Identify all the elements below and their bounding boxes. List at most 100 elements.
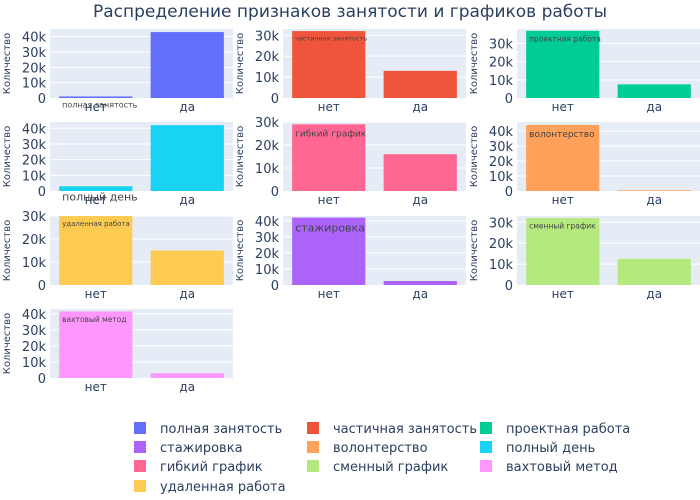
bar-yes[interactable] (617, 84, 691, 98)
bar-no[interactable] (292, 31, 366, 98)
bar-no[interactable] (59, 186, 133, 191)
y-tick-label: 0 (505, 92, 513, 107)
y-tick-label: 30k (22, 210, 47, 225)
legend-item[interactable]: проектная работа (480, 422, 630, 437)
y-tick-label: 0 (271, 185, 279, 200)
bar-yes[interactable] (383, 70, 457, 98)
y-tick-label: 10k (489, 74, 514, 89)
y-tick-label: 30k (22, 324, 47, 339)
legend-item[interactable]: волонтерство (307, 441, 428, 456)
bar-series-label: волонтерство (529, 130, 595, 140)
subplot-7: 0 10k 20k 30k нет да удаленная работа Количеств… (2, 210, 233, 301)
x-tick-label: да (179, 380, 195, 394)
x-tick-label: да (179, 287, 195, 301)
bar-yes[interactable] (150, 373, 224, 378)
legend-swatch (134, 422, 146, 434)
y-tick-label: 0 (271, 279, 279, 294)
y-tick-label: 40k (255, 215, 280, 230)
x-tick-label: да (412, 193, 428, 207)
y-tick-label: 0 (505, 185, 513, 200)
bar-yes[interactable] (617, 258, 691, 285)
bar-yes[interactable] (383, 280, 457, 285)
bar-no[interactable] (526, 125, 600, 191)
x-tick-label: нет (552, 287, 574, 301)
bar-no[interactable] (292, 217, 366, 285)
legend-label: стажировка (160, 441, 243, 456)
y-tick-label: 10k (22, 77, 47, 92)
legend-item[interactable]: полный день (480, 441, 595, 456)
y-tick-label: 20k (22, 154, 47, 169)
y-tick-label: 0 (505, 279, 513, 294)
legend-item[interactable]: полная занятость (134, 422, 282, 437)
bar-series-label: полная занятость (62, 100, 138, 109)
legend[interactable]: полная занятость частичная занятость проек… (134, 422, 630, 495)
x-tick-label: нет (85, 193, 107, 207)
subplot-3: 0 10k 20k 30k нет да проектная работа Количеств… (469, 29, 700, 114)
legend-item[interactable]: вахтовый метод (480, 460, 618, 475)
legend-swatch (134, 480, 146, 492)
y-tick-label: 0 (38, 372, 46, 387)
x-tick-label: нет (318, 287, 340, 301)
y-tick-label: 0 (271, 92, 279, 107)
legend-label: полная занятость (160, 422, 282, 437)
x-tick-label: нет (85, 380, 107, 394)
x-tick-label: нет (552, 100, 574, 114)
y-tick-label: 20k (489, 237, 514, 252)
bar-no[interactable] (59, 96, 133, 98)
y-tick-label: 10k (22, 169, 47, 184)
legend-label: частичная занятость (333, 422, 477, 437)
subplot-5: 0 10k 20k 30k нет да гибкий график Количество (235, 116, 466, 207)
legend-label: волонтерство (333, 441, 428, 456)
bar-series-label: стажировка (295, 222, 365, 235)
y-tick-label: 30k (22, 46, 47, 61)
bar-yes[interactable] (150, 32, 224, 98)
legend-swatch (480, 422, 492, 434)
legend-item[interactable]: частичная занятость (307, 422, 477, 437)
bar-no[interactable] (59, 216, 133, 285)
x-tick-label: нет (318, 193, 340, 207)
legend-label: проектная работа (506, 422, 630, 437)
bar-series-label: удаленная работа (62, 220, 130, 228)
y-tick-label: 0 (38, 92, 46, 107)
legend-swatch (307, 441, 319, 453)
y-tick-label: 30k (489, 216, 514, 231)
y-tick-label: 40k (489, 125, 514, 140)
bar-yes[interactable] (150, 125, 224, 191)
x-tick-label: нет (85, 287, 107, 301)
bar-series-label: гибкий график (295, 129, 367, 139)
legend-item[interactable]: удаленная работа (134, 480, 286, 495)
y-axis-label: Количество (469, 33, 480, 95)
x-tick-label: да (412, 287, 428, 301)
bar-series-label: проектная работа (529, 34, 601, 43)
y-axis-label: Количество (235, 33, 246, 95)
legend-label: гибкий график (160, 460, 263, 475)
legend-item[interactable]: сменный график (307, 460, 448, 475)
bar-no[interactable] (59, 311, 133, 378)
legend-swatch (134, 441, 146, 453)
legend-item[interactable]: гибкий график (134, 460, 263, 475)
bar-no[interactable] (526, 218, 600, 285)
x-tick-label: да (412, 100, 428, 114)
legend-item[interactable]: стажировка (134, 441, 243, 456)
x-tick-label: нет (318, 100, 340, 114)
y-axis-label: Количество (469, 220, 480, 282)
y-tick-label: 20k (255, 139, 280, 154)
y-axis-label: Количество (2, 126, 13, 188)
bar-no[interactable] (292, 124, 366, 191)
bar-yes[interactable] (383, 154, 457, 191)
bar-series-label: сменный график (529, 222, 596, 231)
bar-series-label: полный день (62, 190, 138, 203)
x-tick-label: да (179, 100, 195, 114)
y-tick-label: 30k (255, 231, 280, 246)
y-axis-label: Количество (2, 33, 13, 95)
bar-yes[interactable] (617, 190, 691, 191)
x-tick-label: нет (85, 100, 107, 114)
bar-no[interactable] (526, 30, 600, 99)
bar-yes[interactable] (150, 250, 224, 286)
